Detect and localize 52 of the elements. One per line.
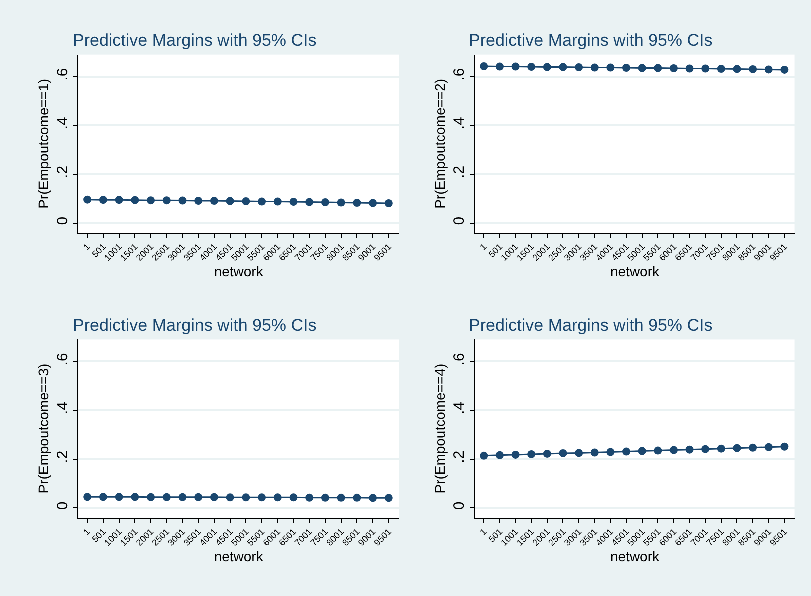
point [622,448,631,456]
point [480,452,488,460]
y-tick-label: .6 [54,68,72,81]
point [512,450,520,459]
y-tick-label: .4 [451,117,468,130]
x-tick-label: 1 [478,526,489,538]
point [733,444,742,452]
point [638,447,646,456]
y-tick-label: .4 [54,117,72,130]
point [496,451,504,460]
x-axis-title: network [214,263,264,280]
point [764,443,773,452]
x-axis-title: network [214,548,264,564]
y-tick-label: 0 [451,216,468,226]
y-tick-label: .4 [451,402,468,415]
y-tick-label: .6 [451,353,468,366]
point [670,446,678,454]
y-tick-label: .2 [54,450,72,464]
y-axis-title: Pr(Empoutcome==1) [35,78,52,209]
x-axis-title: network [610,548,661,564]
chart-title: Predictive Margins with 95% CIs [469,316,713,335]
y-tick-label: .4 [54,402,72,415]
point [575,449,584,458]
y-tick-label: 0 [54,502,72,510]
point [543,450,552,458]
point [717,444,726,453]
x-tick-label: 1 [82,526,92,538]
y-tick-label: .2 [451,450,468,464]
point [654,446,662,455]
y-tick-label: 0 [451,502,468,510]
y-tick-label: .6 [54,353,72,366]
x-tick-label: 1 [478,242,489,252]
y-axis-title: Pr(Empoutcome==4) [432,364,448,494]
y-tick-label: .2 [54,166,72,178]
point [702,445,710,454]
chart-title: Predictive Margins with 95% CIs [469,31,713,50]
point [590,448,599,457]
point [606,448,615,456]
x-tick-label: 1 [82,242,92,252]
point [686,446,694,454]
point [559,449,568,458]
point [780,442,789,451]
y-axis-title: Pr(Empoutcome==3) [35,364,52,494]
y-tick-label: .2 [451,166,468,178]
x-axis-title: network [610,263,661,280]
y-tick-label: .6 [451,68,468,81]
point [749,444,758,452]
y-tick-label: 0 [54,216,72,226]
y-axis-title: Pr(Empoutcome==2) [432,78,448,209]
point [528,450,536,458]
chart-title: Predictive Margins with 95% CIs [73,31,317,50]
chart-title: Predictive Margins with 95% CIs [73,316,317,335]
